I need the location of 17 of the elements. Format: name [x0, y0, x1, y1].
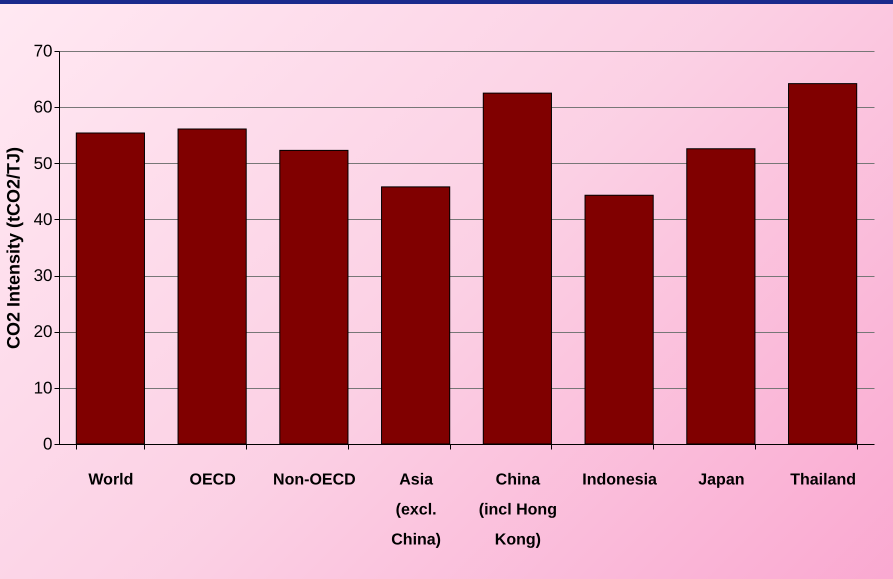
x-tick-label: World — [88, 472, 134, 488]
y-tick-label: 30 — [34, 266, 52, 286]
y-tick-label: 50 — [34, 154, 52, 173]
y-tick-label: 40 — [34, 210, 52, 229]
x-tick-label: China (incl Hong Kong) — [478, 472, 557, 548]
y-tick-label: 0 — [43, 434, 52, 454]
x-tick-label: Indonesia — [582, 472, 658, 488]
x-tick-label: Asia (excl. China) — [391, 472, 442, 548]
x-tick-label: OECD — [190, 472, 236, 488]
x-tick-label: Non-OECD — [273, 472, 356, 488]
y-tick-label: 60 — [34, 98, 52, 117]
y-axis-title: CO2 Intensity (tCO2/TJ) — [4, 146, 24, 350]
y-tick-label: 70 — [34, 42, 52, 60]
x-tick-label: Japan — [698, 472, 744, 488]
x-tick-label: Thailand — [790, 472, 856, 488]
y-tick-label: 20 — [34, 322, 52, 342]
y-tick-label: 10 — [34, 378, 52, 398]
